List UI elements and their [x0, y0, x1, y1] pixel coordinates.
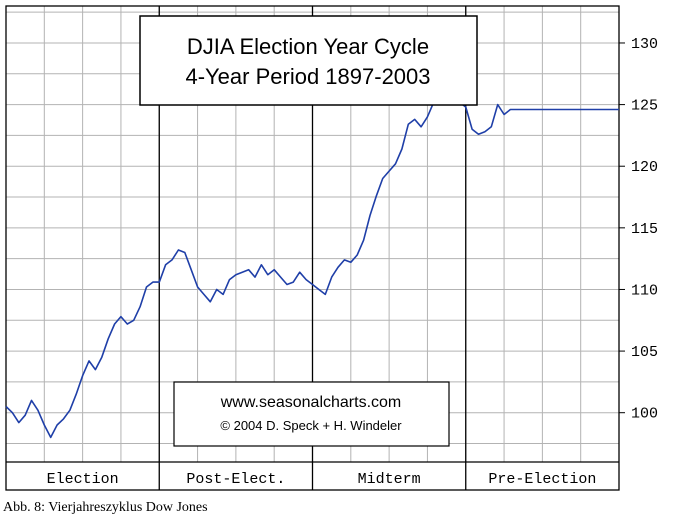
phase-label: Post-Elect.	[186, 471, 285, 488]
y-tick-label: 120	[631, 159, 658, 176]
y-tick-label: 110	[631, 282, 658, 299]
plot-frame	[5, 5, 620, 491]
y-tick-label: 115	[631, 221, 658, 238]
watermark-box: www.seasonalcharts.com © 2004 D. Speck +…	[173, 381, 450, 447]
y-tick-label: 130	[631, 36, 658, 53]
y-tick-label: 100	[631, 406, 658, 423]
watermark-copyright: © 2004 D. Speck + H. Windeler	[220, 418, 402, 433]
djia-cycle-line	[5, 84, 619, 439]
title-line-1: DJIA Election Year Cycle	[187, 34, 429, 59]
phase-label: Midterm	[358, 471, 421, 488]
figure-caption: Abb. 8: Vierjahreszyklus Dow Jones	[3, 500, 208, 515]
y-tick-label: 125	[631, 98, 658, 115]
y-axis: 100 105 110 115 120 125 130	[619, 36, 658, 423]
phase-label: Election	[47, 471, 119, 488]
plot-border	[5, 5, 620, 491]
phase-label: Pre-Election	[488, 471, 596, 488]
phase-label-band: Election Post-Elect. Midterm Pre-Election	[6, 461, 619, 488]
title-box: DJIA Election Year Cycle 4-Year Period 1…	[139, 15, 478, 106]
watermark-url: www.seasonalcharts.com	[220, 394, 402, 411]
title-line-2: 4-Year Period 1897-2003	[185, 64, 430, 89]
y-tick-label: 105	[631, 344, 658, 361]
